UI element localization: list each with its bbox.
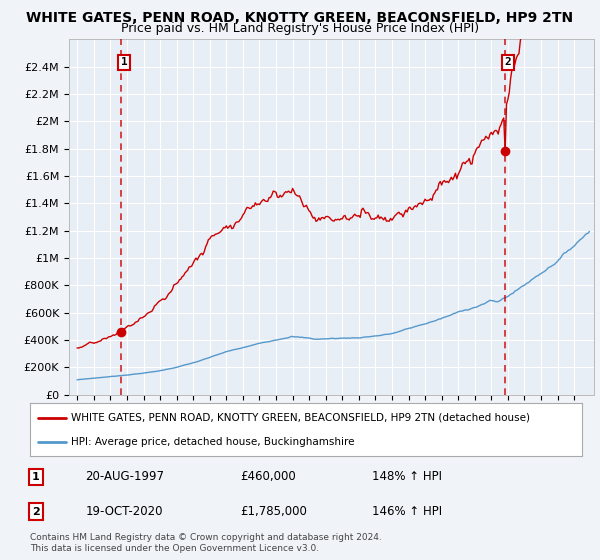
- Text: 146% ↑ HPI: 146% ↑ HPI: [372, 505, 442, 518]
- Text: 1: 1: [32, 472, 40, 482]
- Text: 1: 1: [121, 57, 127, 67]
- Text: 148% ↑ HPI: 148% ↑ HPI: [372, 470, 442, 483]
- Text: HPI: Average price, detached house, Buckinghamshire: HPI: Average price, detached house, Buck…: [71, 437, 355, 447]
- Text: WHITE GATES, PENN ROAD, KNOTTY GREEN, BEACONSFIELD, HP9 2TN: WHITE GATES, PENN ROAD, KNOTTY GREEN, BE…: [26, 11, 574, 25]
- Text: WHITE GATES, PENN ROAD, KNOTTY GREEN, BEACONSFIELD, HP9 2TN (detached house): WHITE GATES, PENN ROAD, KNOTTY GREEN, BE…: [71, 413, 530, 423]
- Text: 20-AUG-1997: 20-AUG-1997: [85, 470, 164, 483]
- Text: Contains HM Land Registry data © Crown copyright and database right 2024.
This d: Contains HM Land Registry data © Crown c…: [30, 533, 382, 553]
- Text: 2: 2: [505, 57, 511, 67]
- Text: 2: 2: [32, 507, 40, 516]
- Text: £1,785,000: £1,785,000: [240, 505, 307, 518]
- Text: 19-OCT-2020: 19-OCT-2020: [85, 505, 163, 518]
- Text: Price paid vs. HM Land Registry's House Price Index (HPI): Price paid vs. HM Land Registry's House …: [121, 22, 479, 35]
- Text: £460,000: £460,000: [240, 470, 296, 483]
